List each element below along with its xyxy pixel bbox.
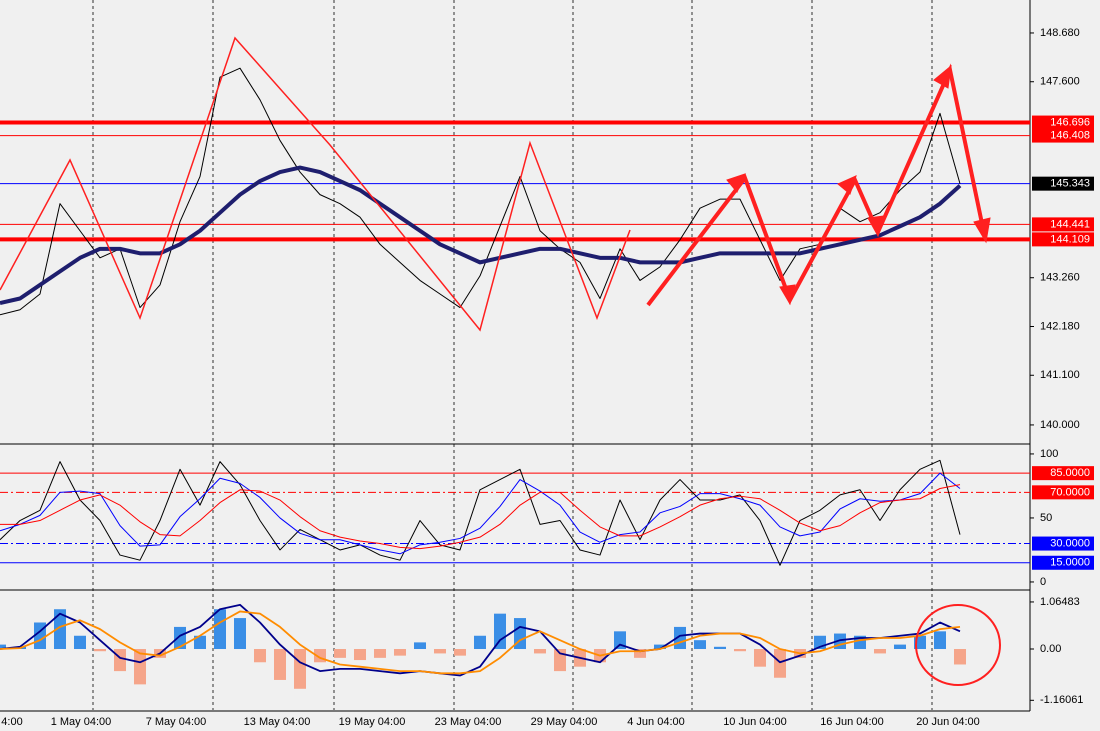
histogram-bar (654, 644, 666, 650)
series-line (0, 603, 961, 677)
level-label-bg (1032, 128, 1094, 143)
level-label-bg (1032, 232, 1094, 247)
level-label: 144.441 (1050, 218, 1090, 230)
histogram-bar (494, 613, 506, 650)
highlight-circle (915, 604, 1001, 686)
level-label-bg (1032, 115, 1094, 130)
histogram-bar (54, 609, 66, 650)
level-label: 15.0000 (1050, 557, 1090, 569)
x-tick-label: 4 Jun 04:00 (627, 716, 685, 728)
histogram-bar (74, 635, 86, 650)
histogram-bar (754, 649, 766, 667)
level-label: 144.109 (1050, 233, 1090, 245)
y-tick-label: 140.000 (1040, 419, 1080, 431)
x-tick-label: 20 Jun 04:00 (916, 716, 980, 728)
arrow-head (779, 284, 796, 306)
histogram-bar (254, 649, 266, 663)
histogram-bar (194, 635, 206, 650)
histogram-bar (894, 644, 906, 650)
histogram-bar (454, 649, 466, 656)
zigzag (0, 36, 631, 332)
histogram-bar (694, 640, 706, 650)
histogram-bar (294, 649, 306, 689)
arrow-head (867, 215, 885, 238)
histogram-bar (534, 649, 546, 654)
arrow-head (726, 173, 746, 193)
histogram-bar (334, 649, 346, 658)
level-label-bg (1032, 466, 1094, 481)
level-label: 85.0000 (1050, 467, 1090, 479)
level-label-bg (1032, 176, 1094, 191)
y-tick-label: 1.06483 (1040, 596, 1080, 608)
histogram-bar (934, 631, 946, 650)
x-tick-label: 1 May 04:00 (51, 716, 112, 728)
y-tick-label: 142.180 (1040, 320, 1080, 332)
histogram-bar (474, 635, 486, 650)
x-tick-label: 13 May 04:00 (244, 716, 311, 728)
histogram-bar (134, 649, 146, 685)
annotations (0, 36, 1001, 686)
level-label: 30.0000 (1050, 537, 1090, 549)
y-tick-label: 0.00 (1040, 643, 1061, 655)
series-line (0, 484, 961, 550)
histogram-bar (774, 649, 786, 678)
arrow-head (933, 64, 952, 89)
y-tick-label: -1.16061 (1040, 694, 1083, 706)
series-line (0, 67, 961, 316)
histogram-bar (0, 644, 6, 650)
histogram-bar (94, 649, 106, 652)
series-line (0, 165, 962, 305)
histogram-bar (114, 649, 126, 672)
y-tick-label: 147.600 (1040, 76, 1080, 88)
histogram-bar (394, 649, 406, 656)
y-tick-label: 100 (1040, 448, 1058, 460)
x-tick-label: 4:00 (1, 716, 22, 728)
x-tick-label: 29 May 04:00 (531, 716, 598, 728)
level-label: 146.696 (1050, 116, 1090, 128)
arrow-head (973, 217, 991, 244)
level-label: 145.343 (1050, 178, 1090, 190)
series-line (0, 472, 961, 555)
y-tick-label: 141.100 (1040, 369, 1080, 381)
histogram-bar (714, 646, 726, 650)
histogram-bar (634, 649, 646, 658)
histogram-bar (414, 642, 426, 650)
histogram-bar (874, 649, 886, 654)
series-line (0, 459, 961, 566)
y-tick-label: 50 (1040, 512, 1052, 524)
histogram-bar (614, 631, 626, 650)
histogram-bar (434, 649, 446, 654)
y-tick-label: 143.260 (1040, 272, 1080, 284)
histogram-bar (214, 609, 226, 650)
histogram-bar (174, 626, 186, 650)
level-label: 70.0000 (1050, 486, 1090, 498)
series-line (0, 610, 961, 675)
level-label-bg (1032, 555, 1094, 570)
level-label-bg (1032, 536, 1094, 551)
histogram-bar (514, 618, 526, 650)
x-tick-label: 10 Jun 04:00 (723, 716, 787, 728)
level-label-bg (1032, 485, 1094, 500)
y-tick-label: 148.680 (1040, 27, 1080, 39)
x-tick-label: 16 Jun 04:00 (820, 716, 884, 728)
histogram-bar (274, 649, 286, 680)
histogram-bar (354, 649, 366, 661)
histogram-bar (234, 618, 246, 650)
level-label-bg (1032, 217, 1094, 232)
x-tick-label: 19 May 04:00 (339, 716, 406, 728)
level-label: 146.408 (1050, 129, 1090, 141)
histogram-bar (374, 649, 386, 658)
arrow-head (837, 175, 857, 195)
y-tick-label: 0 (1040, 576, 1046, 588)
histogram-bar (734, 649, 746, 652)
histogram-bar (954, 649, 966, 665)
x-tick-label: 7 May 04:00 (146, 716, 207, 728)
x-tick-label: 23 May 04:00 (435, 716, 502, 728)
